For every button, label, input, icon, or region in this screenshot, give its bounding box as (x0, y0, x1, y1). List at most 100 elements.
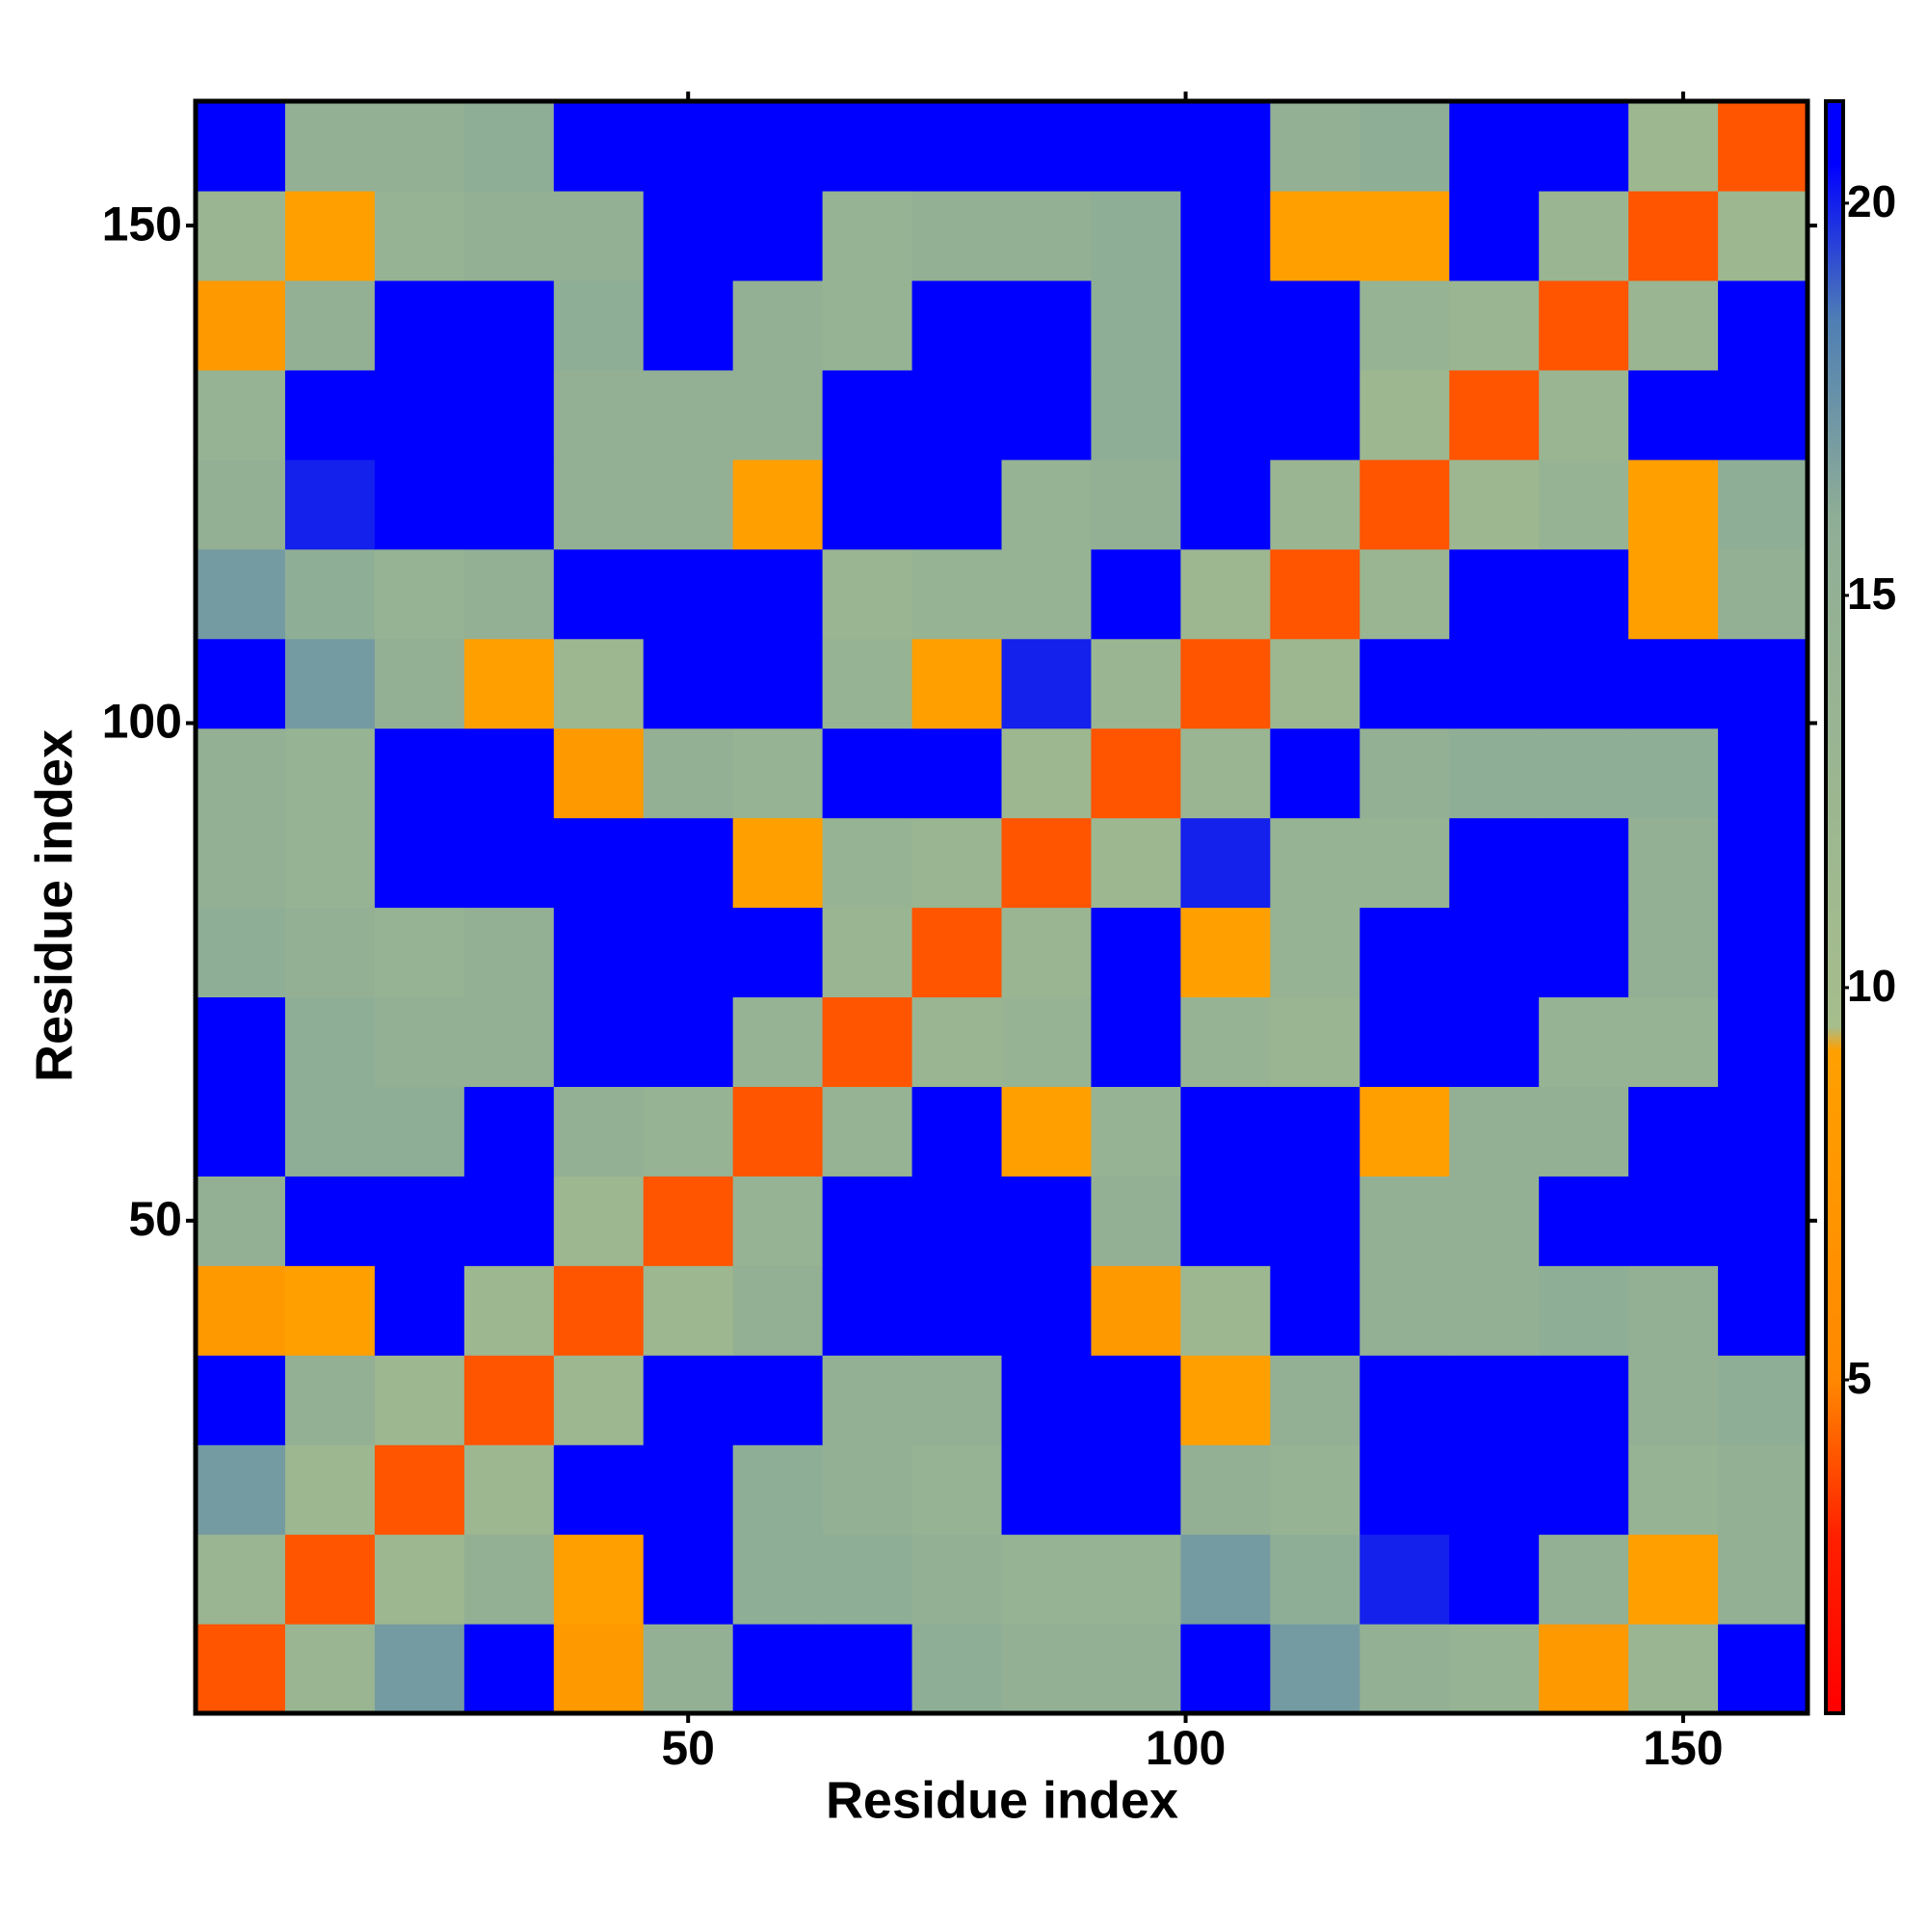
heatmap-cell (1449, 728, 1540, 819)
heatmap-cell (1718, 459, 1808, 550)
heatmap-cell (463, 190, 555, 281)
heatmap-cell (1270, 190, 1360, 281)
heatmap-cell (643, 279, 734, 371)
heatmap-cell (643, 1444, 734, 1535)
heatmap-cell (911, 369, 1003, 461)
heatmap-cell (822, 1355, 913, 1445)
heatmap-cell (1001, 459, 1093, 550)
heatmap-cell (1359, 101, 1450, 192)
heatmap-cell (196, 1624, 286, 1714)
heatmap-cell (553, 907, 645, 998)
colorbar-tick-label: 5 (1847, 1353, 1872, 1403)
heatmap-cell (1539, 1086, 1629, 1177)
heatmap-cell (1628, 1355, 1719, 1445)
heatmap-cell (1449, 190, 1540, 281)
heatmap-cell (553, 1624, 645, 1714)
heatmap-cell (284, 1444, 376, 1535)
heatmap-cell (1539, 459, 1629, 550)
heatmap-cell (1628, 907, 1719, 998)
heatmap-cell (553, 1355, 645, 1445)
heatmap-cell (911, 548, 1003, 640)
heatmap-cell (1628, 101, 1719, 192)
heatmap-cell (1718, 907, 1808, 998)
heatmap-cell (1001, 996, 1093, 1087)
heatmap-cell (1449, 101, 1540, 192)
heatmap-cell (1539, 548, 1629, 640)
heatmap-cell (1270, 1265, 1360, 1356)
heatmap-cell (911, 638, 1003, 729)
heatmap-cell (1628, 728, 1719, 819)
heatmap-cell (1718, 369, 1808, 461)
y-tick-label: 100 (102, 695, 182, 749)
heatmap-cell (1539, 369, 1629, 461)
heatmap-cell (374, 279, 465, 371)
heatmap-cell (1091, 1176, 1181, 1266)
heatmap-cell (822, 369, 913, 461)
heatmap-cell (1091, 1355, 1181, 1445)
heatmap-cell (1628, 1086, 1719, 1177)
heatmap-cell (732, 996, 824, 1087)
heatmap-cell (284, 638, 376, 729)
heatmap-cell (732, 190, 824, 281)
heatmap-cell (196, 817, 286, 909)
heatmap-cell (1359, 1624, 1450, 1714)
heatmap-cell (1539, 1265, 1629, 1356)
heatmap-cell (822, 728, 913, 819)
heatmap-cell (1628, 459, 1719, 550)
heatmap-cell (1270, 1624, 1360, 1714)
heatmap-cell (1539, 1355, 1629, 1445)
y-tick-label: 150 (102, 197, 182, 251)
heatmap-cell (463, 548, 555, 640)
heatmap-cell (732, 1176, 824, 1266)
heatmap-cell (553, 996, 645, 1087)
heatmap-cell (553, 190, 645, 281)
heatmap-cell (911, 459, 1003, 550)
heatmap-cells (196, 101, 1808, 1714)
colorbar (1824, 99, 1845, 1715)
heatmap-cell (553, 1444, 645, 1535)
heatmap-cell (1180, 459, 1271, 550)
heatmap-cell (643, 1086, 734, 1177)
heatmap-cell (284, 817, 376, 909)
y-tick-label: 50 (128, 1192, 182, 1246)
heatmap-cell (1359, 638, 1450, 729)
heatmap-cell (1449, 996, 1540, 1087)
heatmap-cell (553, 369, 645, 461)
x-tick-label: 50 (661, 1721, 715, 1775)
heatmap-cell (1001, 638, 1093, 729)
heatmap-cell (732, 1265, 824, 1356)
heatmap-cell (196, 279, 286, 371)
heatmap-cell (196, 1086, 286, 1177)
heatmap-cell (1270, 638, 1360, 729)
heatmap-cell (822, 1265, 913, 1356)
heatmap-cell (1628, 190, 1719, 281)
heatmap-cell (553, 638, 645, 729)
heatmap-cell (1091, 1265, 1181, 1356)
heatmap-cell (1180, 279, 1271, 371)
heatmap-cell (1270, 907, 1360, 998)
heatmap-cell (911, 101, 1003, 192)
heatmap-cell (374, 817, 465, 909)
heatmap-cell (1270, 548, 1360, 640)
heatmap-cell (1270, 817, 1360, 909)
heatmap-cell (463, 279, 555, 371)
heatmap-cell (1449, 369, 1540, 461)
heatmap-cell (911, 996, 1003, 1087)
heatmap-cell (822, 1444, 913, 1535)
heatmap-cell (732, 279, 824, 371)
heatmap-cell (1718, 1624, 1808, 1714)
heatmap-cell (822, 1176, 913, 1266)
heatmap-cell (1001, 728, 1093, 819)
heatmap-cell (1628, 638, 1719, 729)
heatmap-cell (1539, 1176, 1629, 1266)
heatmap-cell (911, 1534, 1003, 1625)
heatmap-cell (732, 101, 824, 192)
heatmap-cell (374, 907, 465, 998)
heatmap-cell (1270, 279, 1360, 371)
heatmap-cell (822, 548, 913, 640)
heatmap-cell (1628, 1265, 1719, 1356)
heatmap-cell (374, 728, 465, 819)
heatmap-cell (196, 1265, 286, 1356)
plot-frame (193, 98, 1810, 1716)
heatmap-cell (1180, 1355, 1271, 1445)
